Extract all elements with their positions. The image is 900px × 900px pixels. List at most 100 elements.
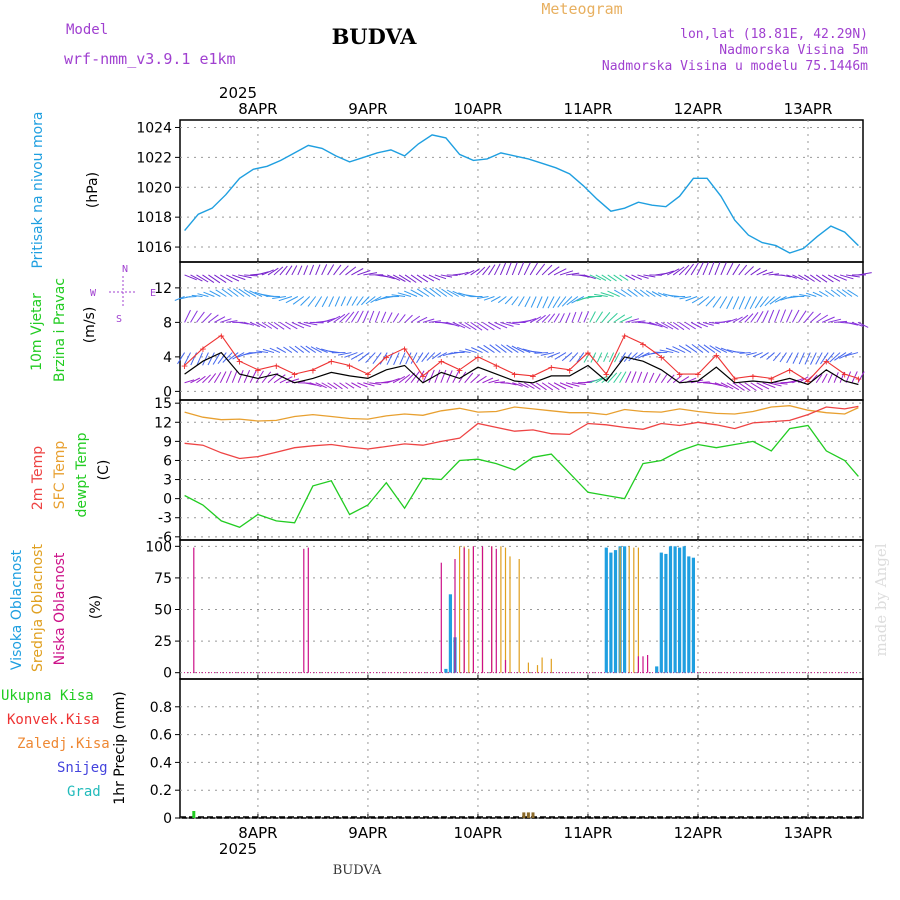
cloud-bar [481, 546, 484, 673]
wind-arrow [614, 289, 626, 297]
wind-arrow [571, 382, 586, 385]
wind-arrow [477, 296, 489, 299]
gust-marker: + [236, 355, 243, 368]
wind-arrow [249, 321, 261, 328]
x-ticks-top: 8APR 9APR 10APR 11APR 12APR 13APR [238, 100, 832, 118]
wind-arrow [589, 311, 596, 323]
wind-arrow [619, 274, 629, 281]
wind-arrow [238, 288, 251, 297]
wind-arrow [357, 270, 371, 276]
model-name: wrf-nmm_v3.9.1 e1km [64, 50, 236, 68]
wind-arrow [434, 369, 441, 383]
pressure-ylabel: Pritisak na nivou mora [30, 111, 46, 268]
compass-w: W [90, 288, 97, 299]
wind-arrow [809, 312, 822, 323]
wind-arrow [696, 321, 708, 328]
wind-arrow [506, 344, 519, 353]
wind-arrow [477, 345, 489, 353]
wind-arrow [404, 290, 418, 297]
wind-arrow [810, 352, 817, 365]
wind-arrow [804, 274, 815, 282]
wind-arrow [297, 321, 311, 328]
wind-arrow [547, 313, 556, 323]
wind-arrow [529, 382, 541, 390]
gust-marker: + [805, 375, 812, 388]
wind-arrow [351, 268, 364, 276]
wind-arrow [833, 372, 839, 383]
wind-arrow [279, 265, 288, 276]
cloud-bar [682, 546, 686, 673]
precip-legend: Ukupna Kisa Konvek.Kisa Zaledj.Kisa Snijeg G… [1, 688, 110, 800]
y-tick-label: 0 [163, 811, 172, 827]
wind-arrow [421, 352, 430, 363]
wind-arrow [720, 320, 732, 323]
wind-arrow [684, 321, 696, 330]
wind-arrow [238, 274, 252, 279]
wind-arrow [535, 314, 546, 323]
wind-arrow [810, 274, 821, 283]
wind-arrow [643, 274, 656, 278]
wind-arrow [557, 296, 567, 308]
wind-arrow [505, 262, 512, 276]
wind-arrow [703, 344, 716, 353]
wind-arrow [620, 289, 632, 297]
wind-arrow [595, 274, 607, 281]
precip-ylabel: 1hr Precip (mm) [112, 691, 128, 804]
year-bottom: 2025 [219, 840, 257, 858]
temp-ylabel-sfc: SFC Temp [52, 441, 68, 510]
wind-arrow [589, 377, 604, 384]
wind-arrow [613, 274, 623, 282]
gust-marker: + [548, 361, 555, 374]
wind-arrow [203, 291, 215, 297]
wind-arrow [483, 344, 495, 353]
wind-arrow [829, 352, 841, 363]
wind-arrow [719, 296, 728, 309]
wind-arrow [285, 378, 300, 384]
y-tick-label: 3 [163, 473, 172, 489]
footer-title: BUDVA [333, 863, 382, 878]
wind-arrow [836, 289, 847, 297]
wind-arrow [666, 321, 679, 331]
gust-marker: + [475, 351, 482, 364]
wind-arrow [666, 374, 675, 384]
wind-arrow [690, 262, 699, 276]
wind-arrow [594, 293, 608, 297]
wind-arrow [614, 352, 621, 363]
wind-arrow [780, 309, 787, 323]
wind-arrow [798, 274, 809, 282]
wind-arrow [297, 265, 303, 276]
wind-arrow [488, 379, 500, 384]
wind-arrow [387, 378, 400, 384]
wind-arrow [446, 321, 460, 327]
cloud-bar [668, 546, 673, 673]
wind-arrow [535, 382, 547, 391]
wind-arrow [337, 352, 352, 356]
wind-arrow [613, 314, 626, 323]
wind-arrow [226, 320, 238, 323]
wind-arrow [500, 344, 513, 353]
wind-arrow [440, 274, 453, 278]
wind-arrow [762, 310, 769, 323]
wind-arrow [714, 262, 721, 276]
wind-arrow [489, 344, 501, 353]
wind-arrow [398, 374, 411, 384]
gust-marker: + [823, 355, 830, 368]
gust-marker: + [401, 342, 408, 355]
wind-arrow [256, 350, 269, 354]
wind-arrow [272, 296, 286, 299]
wind-arrow [422, 274, 435, 282]
compass-n: N [122, 264, 128, 275]
pressure-line [184, 134, 859, 254]
gust-marker: + [566, 364, 573, 377]
wind-arrow [712, 296, 722, 308]
wind-arrow [345, 311, 355, 323]
cloud-bar [448, 594, 452, 673]
wind-arrow [619, 316, 633, 323]
wind-arrow [261, 371, 272, 384]
wind-arrow [494, 381, 506, 384]
gust-marker: + [218, 329, 225, 342]
y-tick-label: 9 [163, 434, 172, 450]
wind-arrow [702, 321, 714, 326]
wind-arrow [452, 290, 465, 297]
wind-arrow [184, 379, 195, 384]
